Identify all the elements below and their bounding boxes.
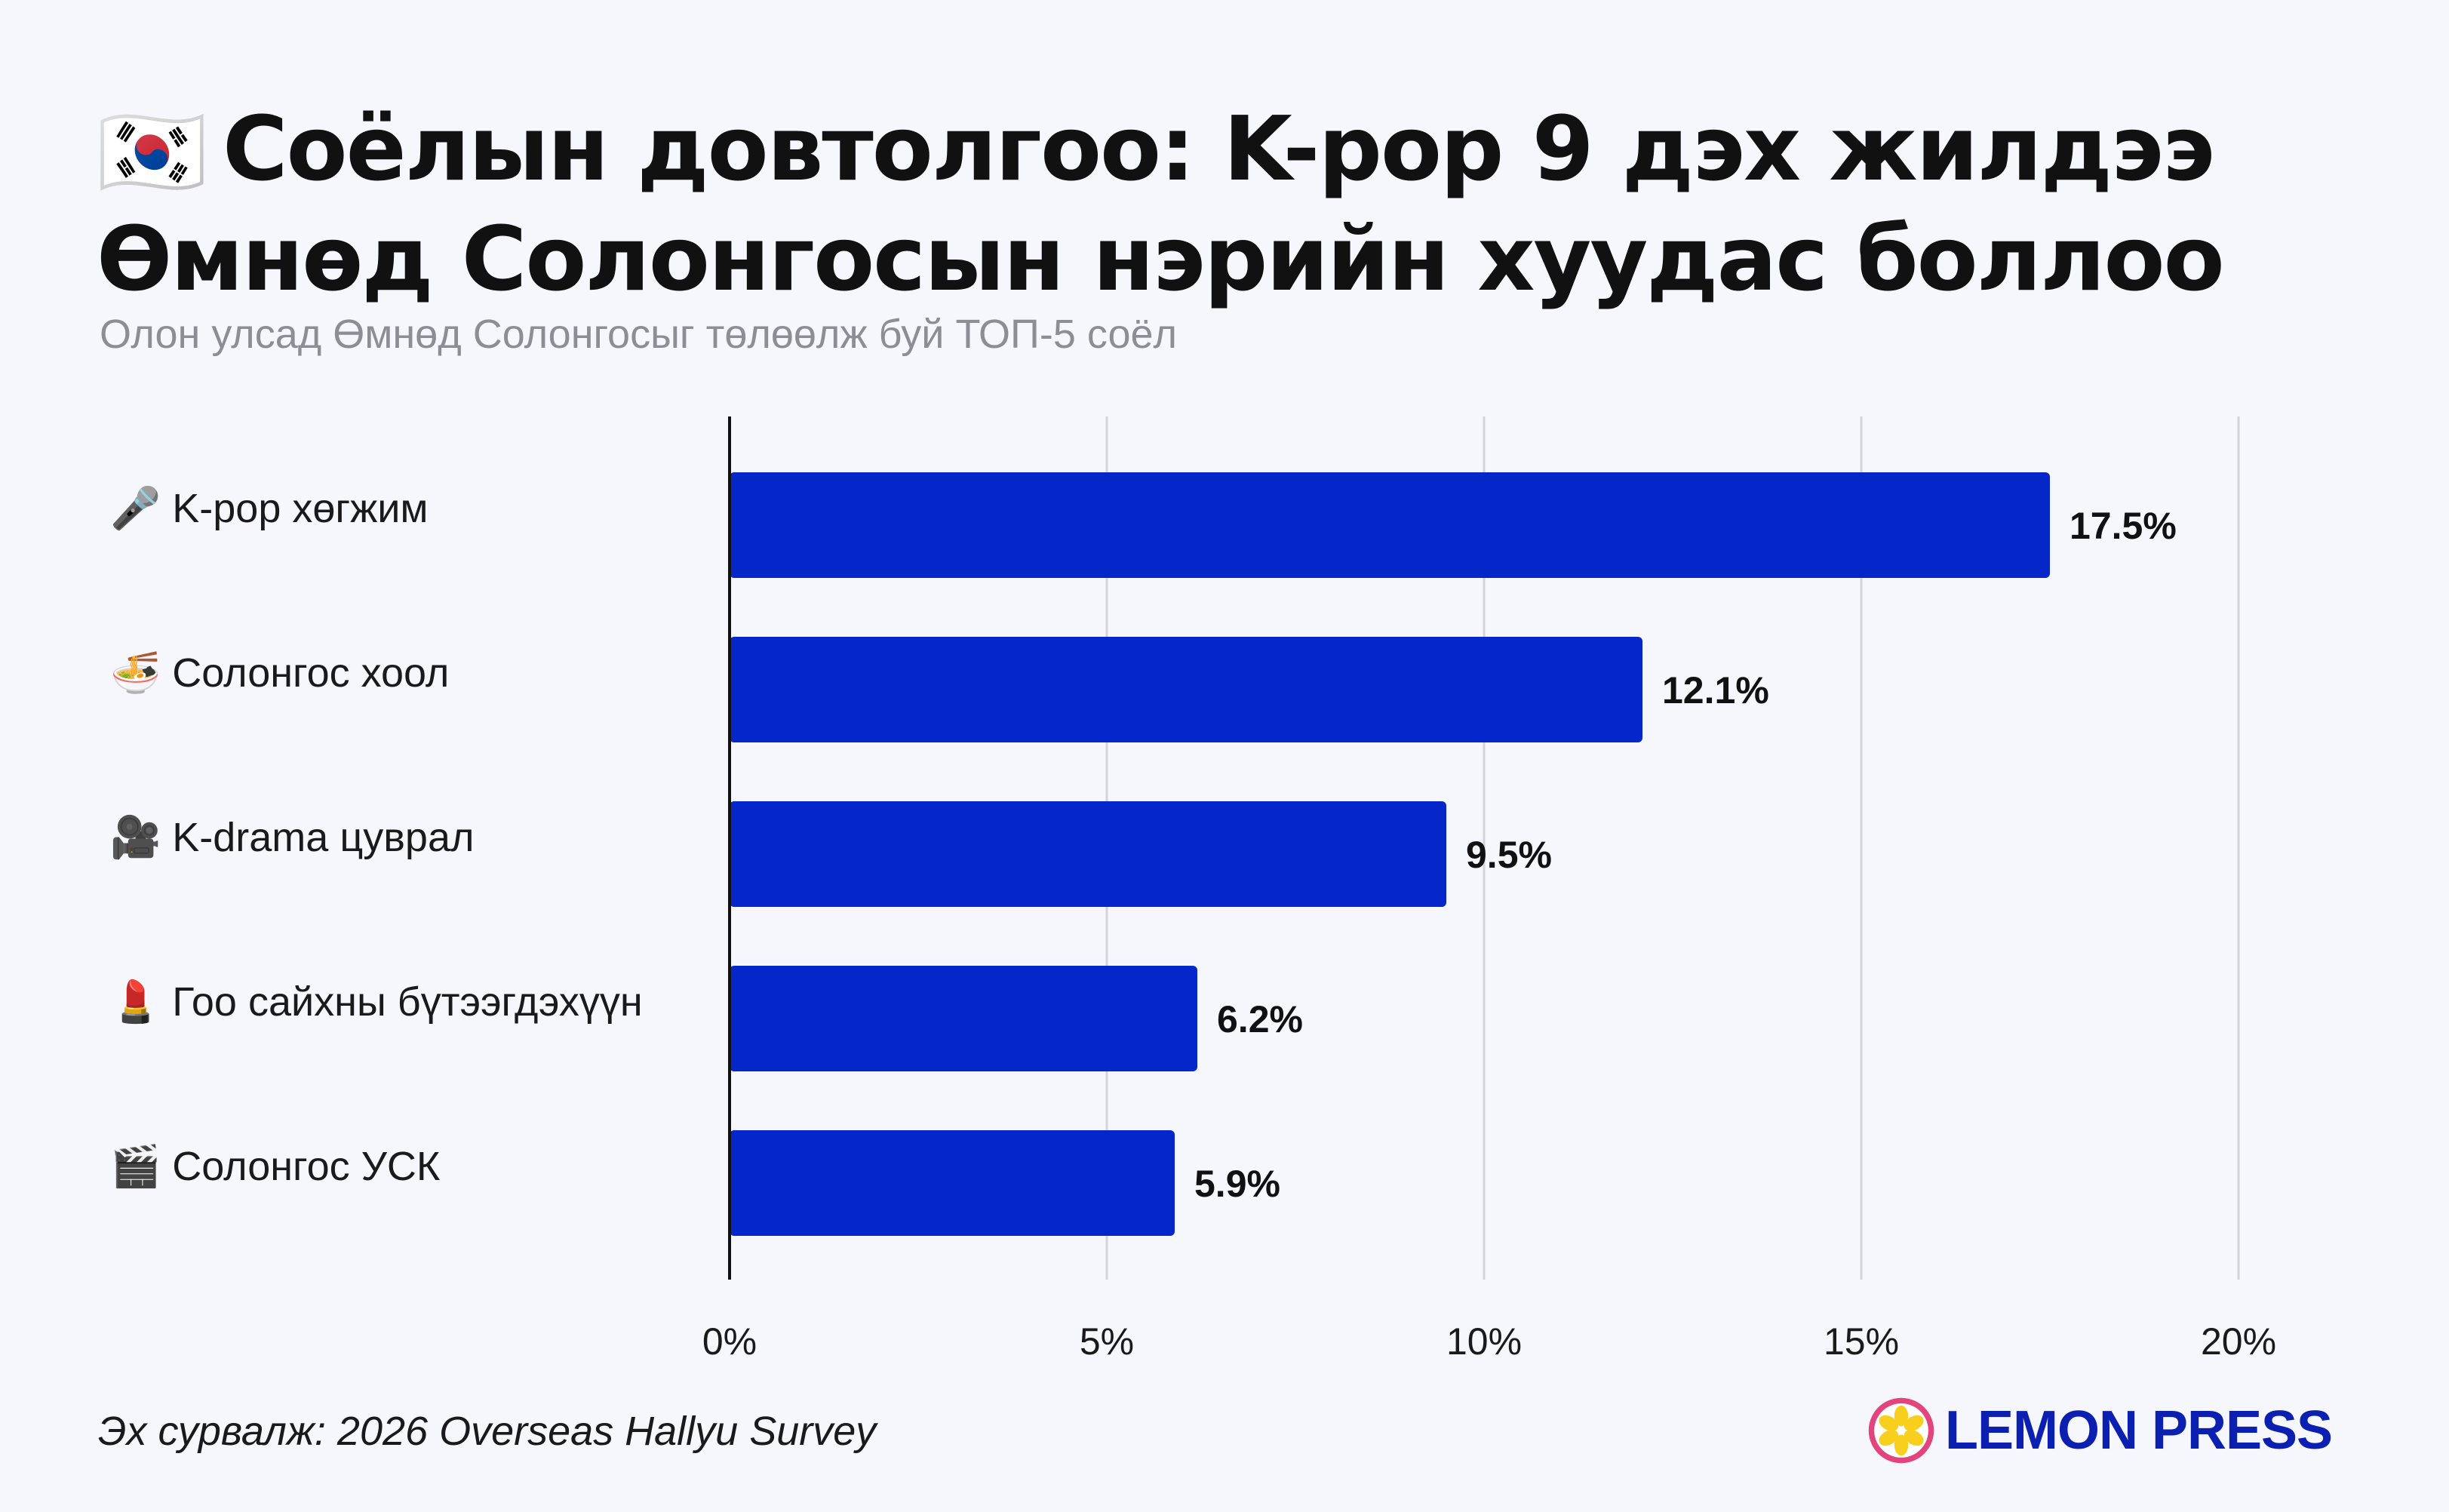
x-tick-label: 0% [702,1320,757,1363]
lemon-slice-logo-icon [1868,1397,1934,1464]
x-tick-label: 10% [1446,1320,1522,1363]
x-tick-label: 5% [1080,1320,1134,1363]
bar [730,801,1446,907]
bars [730,472,2050,1236]
category-label: 💄 Гоо сайхны бүтээгдэхүүн [110,977,643,1025]
source-note: Эх сурвалж: 2026 Overseas Hallyu Survey [98,1409,877,1454]
category-label: 🎥 K-drama цуврал [110,814,475,860]
category-icon: 💄 [110,977,172,1025]
brand-name: LEMON PRESS [1945,1400,2333,1461]
x-axis-tick-labels: 0% 5% 10% 15% 20% [702,1320,2276,1363]
brand: LEMON PRESS [1867,1393,2333,1468]
category-label: 🎬 Солонгос УСК [110,1143,441,1189]
value-label: 12.1% [1662,669,1769,711]
bar [730,637,1642,742]
category-label: 🎤 K-pop хөгжим [110,484,429,531]
category-icon: 🎬 [110,1143,172,1189]
x-tick-label: 20% [2201,1320,2276,1363]
chart-title-line-1: Соёлын довтолгоо: K-pop 9 дэх жилдээ [222,97,2215,201]
value-label: 6.2% [1217,998,1303,1040]
category-name: Солонгос хоол [172,650,449,696]
category-name: Гоо сайхны бүтээгдэхүүн [172,979,642,1025]
bar [730,1130,1175,1236]
category-labels: 🎤 K-pop хөгжим 🍜 Солонгос хоол 🎥 K-drama ц… [110,484,643,1189]
category-icon: 🍜 [110,650,172,696]
south-korea-flag-icon: 🇰🇷 [97,100,207,204]
x-tick-label: 15% [1824,1320,1899,1363]
bar [730,966,1197,1071]
category-icon: 🎥 [110,814,172,860]
category-name: K-pop хөгжим [172,486,428,531]
value-label: 5.9% [1194,1163,1280,1205]
value-labels: 17.5% 12.1% 9.5% 6.2% 5.9% [1194,505,2177,1205]
value-label: 17.5% [2070,505,2177,547]
category-icon: 🎤 [110,484,172,531]
category-name: K-drama цуврал [172,815,474,860]
chart-title: 🇰🇷 Соёлын довтолгоо: K-pop 9 дэх жилдээ Ө… [97,95,2398,312]
chart-title-line-2: Өмнөд Солонгосын нэрийн хуудас боллоо [97,207,2225,311]
category-name: Солонгос УСК [172,1144,441,1189]
chart-subtitle: Олон улсад Өмнөд Солонгосыг төлөөлж буй … [100,312,1178,357]
category-label: 🍜 Солонгос хоол [110,650,449,696]
bar [730,472,2050,578]
value-label: 9.5% [1466,834,1552,876]
